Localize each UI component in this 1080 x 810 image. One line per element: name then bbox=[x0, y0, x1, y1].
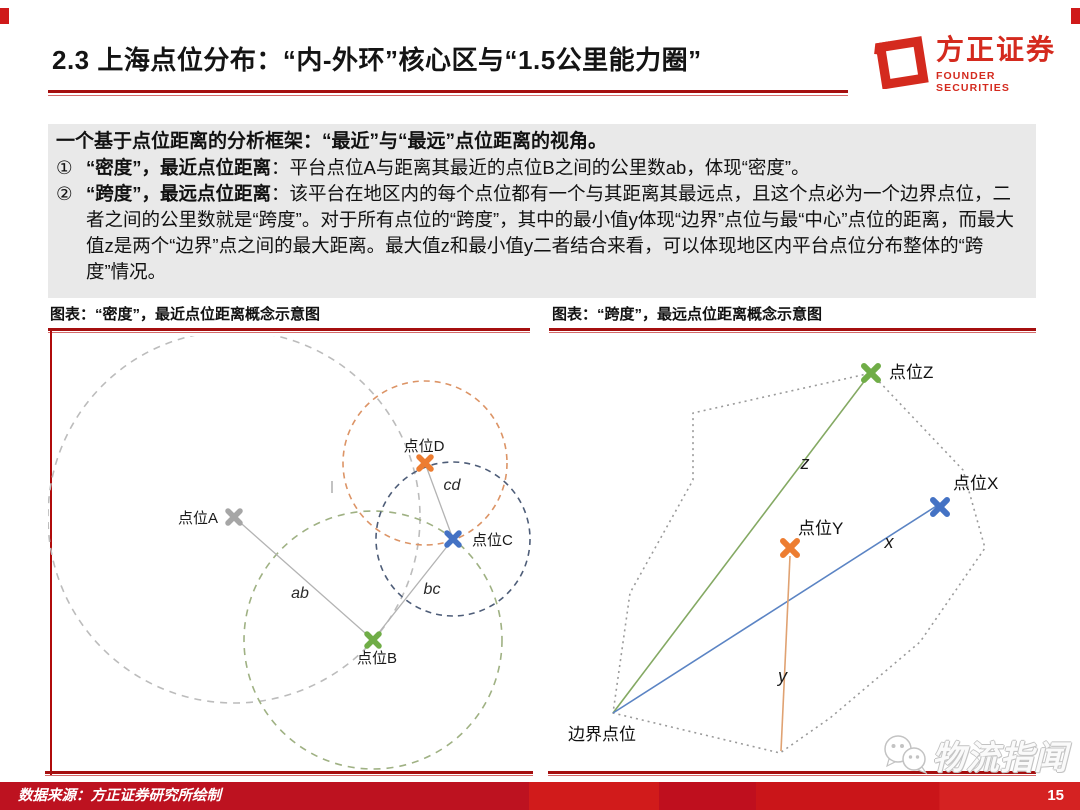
marker-point-x bbox=[930, 497, 950, 517]
marker-point-d bbox=[416, 454, 434, 472]
watermark-text: 物流指闻 bbox=[932, 739, 1068, 776]
label-point-d: 点位D bbox=[404, 438, 445, 455]
logo-en-text: FOUNDER SECURITIES bbox=[936, 70, 1011, 94]
caption-underline-right bbox=[549, 328, 1036, 331]
page-number: 15 bbox=[1047, 787, 1064, 804]
framework-heading: 一个基于点位距离的分析框架：“最近”与“最远”点位距离的视角。 bbox=[56, 131, 608, 152]
analysis-framework-box: 一个基于点位距离的分析框架：“最近”与“最远”点位距离的视角。 ① “密度”，最… bbox=[48, 124, 1036, 298]
distance-line-y bbox=[780, 555, 791, 752]
page-title: 2.3 上海点位分布：“内-外环”核心区与“1.5公里能力圈” bbox=[52, 45, 702, 75]
label-point-z: 点位Z bbox=[889, 363, 933, 382]
label-boundary-point: 边界点位 bbox=[568, 725, 636, 744]
title-underline-light bbox=[48, 95, 848, 96]
caption-underline-right-light bbox=[549, 332, 1036, 333]
label-point-x: 点位X bbox=[953, 474, 998, 493]
item-number: ① bbox=[56, 157, 73, 178]
chart-bottom-line-right bbox=[548, 771, 1036, 774]
distance-line-bc bbox=[372, 538, 454, 641]
density-diagram: 点位A 点位B 点位C 点位D ab bc cd bbox=[48, 336, 531, 770]
caption-underline-left-light bbox=[48, 332, 530, 333]
label-distance-z: z bbox=[800, 453, 810, 473]
corner-mark-left bbox=[0, 8, 9, 24]
marker-point-c bbox=[444, 530, 462, 548]
label-distance-bc: bc bbox=[424, 581, 441, 598]
distance-line-cd bbox=[424, 462, 454, 540]
item-term: “密度”，最近点位距离 bbox=[86, 157, 272, 178]
item-text: ：该平台在地区内的每个点位都有一个与其距离其最远点，且这个点必为一个边界点位，二… bbox=[86, 183, 1015, 282]
label-point-c: 点位C bbox=[472, 532, 513, 549]
label-point-y: 点位Y bbox=[798, 519, 843, 538]
radius-circle-c bbox=[375, 461, 531, 617]
caption-density-chart: 图表：“密度”，最近点位距离概念示意图 bbox=[50, 306, 321, 323]
label-distance-y: y bbox=[776, 666, 788, 686]
caption-span-chart: 图表：“跨度”，最远点位距离概念示意图 bbox=[552, 306, 823, 323]
label-distance-cd: cd bbox=[444, 477, 462, 494]
item-body: “密度”，最近点位距离：平台点位A与距离其最近的点位B之间的公里数ab，体现“密… bbox=[86, 155, 1026, 181]
radius-circle-b bbox=[243, 510, 503, 770]
radius-circle-a bbox=[48, 336, 421, 704]
wuliu-zhiwen-watermark: 物流指闻 bbox=[882, 731, 1068, 779]
item-term: “跨度”，最远点位距离 bbox=[86, 183, 272, 204]
founder-logo-icon bbox=[874, 36, 929, 89]
label-point-b: 点位B bbox=[357, 650, 397, 667]
marker-point-y bbox=[780, 538, 800, 558]
distance-line-ab bbox=[233, 516, 374, 641]
wechat-bubbles-icon bbox=[884, 735, 928, 775]
founder-securities-logo: 方正证券 FOUNDER SECURITIES bbox=[874, 33, 1064, 95]
chart-bottom-line-left bbox=[45, 771, 533, 774]
corner-mark-right bbox=[1071, 8, 1080, 24]
item-text: ：平台点位A与距离其最近的点位B之间的公里数ab，体现“密度”。 bbox=[271, 157, 810, 178]
boundary-polygon bbox=[612, 372, 986, 754]
radius-circle-d bbox=[342, 380, 508, 546]
marker-point-b bbox=[364, 631, 382, 649]
label-point-a: 点位A bbox=[178, 510, 218, 527]
item-body: “跨度”，最远点位距离：该平台在地区内的每个点位都有一个与其距离其最远点，且这个… bbox=[86, 181, 1026, 285]
distance-line-x bbox=[612, 504, 939, 714]
chart-bottom-line-right-light bbox=[548, 775, 1036, 776]
framework-item-density: ① “密度”，最近点位距离：平台点位A与距离其最近的点位B之间的公里数ab，体现… bbox=[56, 155, 1026, 181]
marker-point-z bbox=[861, 363, 881, 383]
footer-bar: 数据来源：方正证券研究所绘制 15 bbox=[0, 782, 1080, 810]
label-distance-ab: ab bbox=[291, 585, 309, 602]
marker-point-a bbox=[225, 508, 243, 526]
logo-cn-text: 方正证券 bbox=[936, 34, 1057, 65]
caption-underline-left bbox=[48, 328, 530, 331]
span-diagram: 点位Z 点位X 点位Y 边界点位 z x y bbox=[568, 363, 998, 754]
label-distance-x: x bbox=[884, 532, 895, 552]
title-underline bbox=[48, 90, 848, 93]
data-source-text: 数据来源：方正证券研究所绘制 bbox=[18, 788, 221, 804]
distance-line-z bbox=[612, 374, 870, 714]
item-number: ② bbox=[56, 183, 73, 204]
framework-item-span: ② “跨度”，最远点位距离：该平台在地区内的每个点位都有一个与其距离其最远点，且… bbox=[56, 181, 1026, 285]
chart-bottom-line-left-light bbox=[45, 775, 533, 776]
